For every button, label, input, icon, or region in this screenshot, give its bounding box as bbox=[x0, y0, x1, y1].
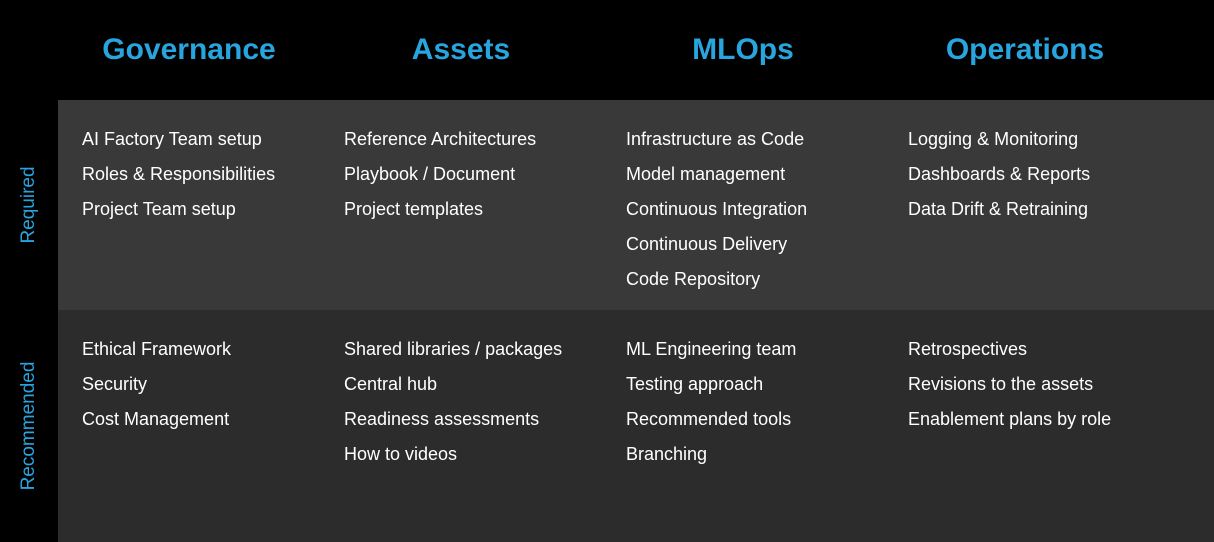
list-item: Ethical Framework bbox=[82, 332, 300, 367]
list-item: Project Team setup bbox=[82, 192, 300, 227]
list-item: AI Factory Team setup bbox=[82, 122, 300, 157]
cell-required-operations: Logging & Monitoring Dashboards & Report… bbox=[884, 100, 1166, 310]
col-header-label: Assets bbox=[412, 33, 510, 67]
list-item: Continuous Delivery bbox=[626, 227, 864, 262]
list-item: Reference Architectures bbox=[344, 122, 582, 157]
cell-required-governance: AI Factory Team setup Roles & Responsibi… bbox=[58, 100, 320, 310]
row-label-recommended: Recommended bbox=[0, 310, 58, 542]
cell-recommended-operations: Retrospectives Revisions to the assets E… bbox=[884, 310, 1166, 542]
corner-spacer bbox=[0, 0, 58, 100]
list-item: How to videos bbox=[344, 437, 582, 472]
col-header-label: MLOps bbox=[692, 33, 794, 67]
list-item: ML Engineering team bbox=[626, 332, 864, 367]
row-label-text: Recommended bbox=[18, 362, 40, 491]
list-item: Dashboards & Reports bbox=[908, 157, 1146, 192]
col-header-operations: Operations bbox=[884, 0, 1166, 100]
list-item: Data Drift & Retraining bbox=[908, 192, 1146, 227]
list-item: Branching bbox=[626, 437, 864, 472]
right-spacer-required bbox=[1166, 100, 1214, 310]
col-header-mlops: MLOps bbox=[602, 0, 884, 100]
list-item: Enablement plans by role bbox=[908, 402, 1146, 437]
list-item: Shared libraries / packages bbox=[344, 332, 582, 367]
list-item: Model management bbox=[626, 157, 864, 192]
list-item: Logging & Monitoring bbox=[908, 122, 1146, 157]
col-header-governance: Governance bbox=[58, 0, 320, 100]
list-item: Code Repository bbox=[626, 262, 864, 297]
col-header-assets: Assets bbox=[320, 0, 602, 100]
list-item: Cost Management bbox=[82, 402, 300, 437]
cell-required-mlops: Infrastructure as Code Model management … bbox=[602, 100, 884, 310]
cell-recommended-governance: Ethical Framework Security Cost Manageme… bbox=[58, 310, 320, 542]
list-item: Revisions to the assets bbox=[908, 367, 1146, 402]
col-header-label: Operations bbox=[946, 33, 1104, 67]
right-spacer-recommended bbox=[1166, 310, 1214, 542]
list-item: Roles & Responsibilities bbox=[82, 157, 300, 192]
right-spacer-top bbox=[1166, 0, 1214, 100]
row-label-required: Required bbox=[0, 100, 58, 310]
row-label-text: Required bbox=[18, 166, 40, 243]
list-item: Infrastructure as Code bbox=[626, 122, 864, 157]
list-item: Readiness assessments bbox=[344, 402, 582, 437]
cell-required-assets: Reference Architectures Playbook / Docum… bbox=[320, 100, 602, 310]
list-item: Playbook / Document bbox=[344, 157, 582, 192]
cell-recommended-mlops: ML Engineering team Testing approach Rec… bbox=[602, 310, 884, 542]
list-item: Security bbox=[82, 367, 300, 402]
list-item: Project templates bbox=[344, 192, 582, 227]
matrix-grid: Governance Assets MLOps Operations Requi… bbox=[0, 0, 1214, 542]
list-item: Continuous Integration bbox=[626, 192, 864, 227]
col-header-label: Governance bbox=[102, 33, 275, 67]
list-item: Retrospectives bbox=[908, 332, 1146, 367]
list-item: Recommended tools bbox=[626, 402, 864, 437]
cell-recommended-assets: Shared libraries / packages Central hub … bbox=[320, 310, 602, 542]
list-item: Central hub bbox=[344, 367, 582, 402]
list-item: Testing approach bbox=[626, 367, 864, 402]
